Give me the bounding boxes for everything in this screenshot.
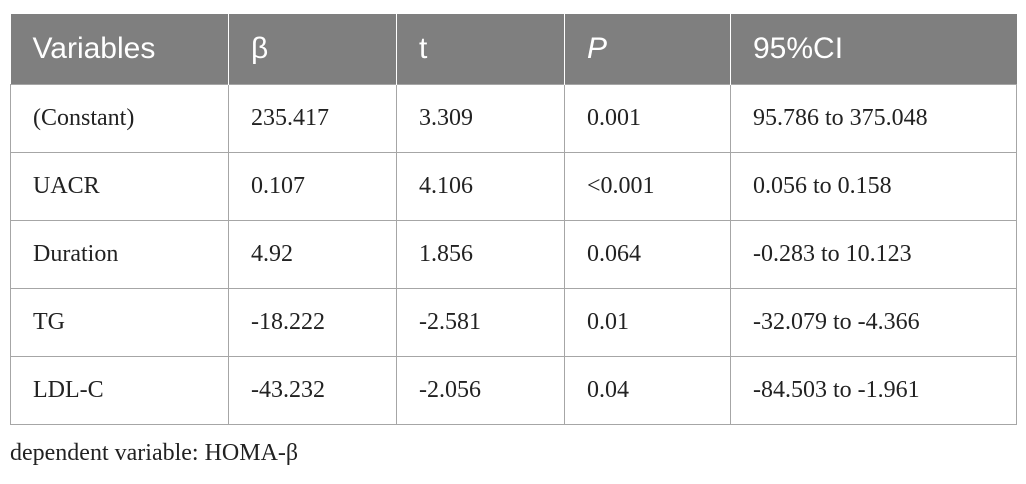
cell-variable: Duration — [10, 220, 229, 289]
cell-beta: 0.107 — [228, 152, 397, 221]
cell-ci: 95.786 to 375.048 — [730, 84, 1017, 153]
table-row: Duration 4.92 1.856 0.064 -0.283 to 10.1… — [10, 220, 1017, 289]
table-row: (Constant) 235.417 3.309 0.001 95.786 to… — [10, 84, 1017, 153]
cell-t: -2.581 — [396, 288, 565, 357]
cell-variable: UACR — [10, 152, 229, 221]
header-ci: 95%CI — [730, 14, 1017, 85]
cell-variable: LDL-C — [10, 356, 229, 425]
cell-beta: -43.232 — [228, 356, 397, 425]
regression-table-container: Variables β t P 95%CI (Constant) 235.417… — [10, 14, 1017, 425]
table-row: LDL-C -43.232 -2.056 0.04 -84.503 to -1.… — [10, 356, 1017, 425]
cell-p: 0.04 — [564, 356, 731, 425]
cell-beta: 4.92 — [228, 220, 397, 289]
cell-beta: 235.417 — [228, 84, 397, 153]
cell-beta: -18.222 — [228, 288, 397, 357]
cell-t: 3.309 — [396, 84, 565, 153]
table-row: UACR 0.107 4.106 <0.001 0.056 to 0.158 — [10, 152, 1017, 221]
cell-p: 0.001 — [564, 84, 731, 153]
header-p: P — [564, 14, 731, 85]
cell-p: 0.01 — [564, 288, 731, 357]
cell-p: <0.001 — [564, 152, 731, 221]
cell-ci: -32.079 to -4.366 — [730, 288, 1017, 357]
cell-ci: -84.503 to -1.961 — [730, 356, 1017, 425]
table-footnote: dependent variable: HOMA-β — [10, 440, 299, 466]
header-variables: Variables — [10, 14, 229, 85]
cell-t: 1.856 — [396, 220, 565, 289]
cell-t: -2.056 — [396, 356, 565, 425]
table-header-row: Variables β t P 95%CI — [10, 14, 1017, 85]
cell-t: 4.106 — [396, 152, 565, 221]
header-t: t — [396, 14, 565, 85]
cell-variable: (Constant) — [10, 84, 229, 153]
cell-variable: TG — [10, 288, 229, 357]
regression-table: Variables β t P 95%CI (Constant) 235.417… — [10, 14, 1017, 425]
cell-p: 0.064 — [564, 220, 731, 289]
header-beta: β — [228, 14, 397, 85]
table-row: TG -18.222 -2.581 0.01 -32.079 to -4.366 — [10, 288, 1017, 357]
cell-ci: -0.283 to 10.123 — [730, 220, 1017, 289]
cell-ci: 0.056 to 0.158 — [730, 152, 1017, 221]
